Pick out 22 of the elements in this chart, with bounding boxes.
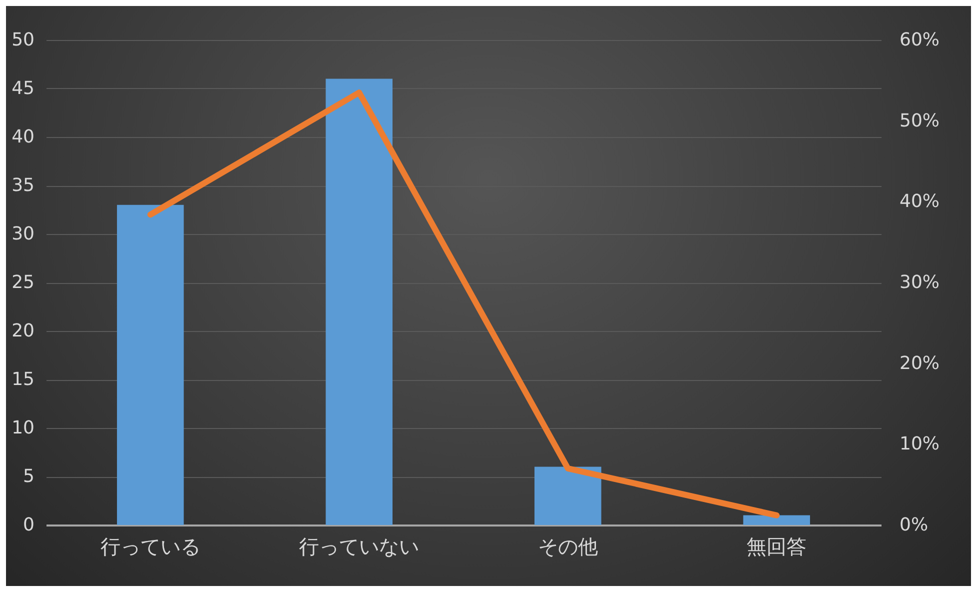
y2-tick-label: 10%: [900, 434, 940, 455]
x-tick-label: 行っていない: [299, 534, 420, 558]
y-tick-label: 0: [23, 514, 34, 536]
y-tick-label: 25: [12, 272, 34, 293]
y-tick-label: 30: [12, 224, 34, 244]
y2-tick-label: 30%: [900, 272, 940, 293]
y2-tick-label: 50%: [900, 110, 940, 132]
y-tick-label: 5: [23, 466, 34, 487]
y-tick-label: 35: [12, 175, 34, 196]
y-tick-label: 45: [12, 78, 34, 99]
y-tick-label: 10: [12, 418, 34, 438]
y2-tick-label: 40%: [900, 191, 940, 212]
y2-tick-label: 20%: [900, 352, 940, 374]
x-tick-label: 行っている: [100, 534, 200, 558]
y-tick-label: 15: [12, 369, 34, 390]
y2-tick-label: 60%: [900, 30, 940, 50]
y2-tick-label: 0%: [900, 514, 928, 536]
y-tick-label: 20: [12, 320, 34, 342]
x-tick-label: 無回答: [746, 534, 807, 558]
x-tick-label: その他: [538, 534, 598, 558]
y-tick-label: 40: [12, 126, 34, 148]
y-tick-label: 50: [12, 30, 34, 50]
